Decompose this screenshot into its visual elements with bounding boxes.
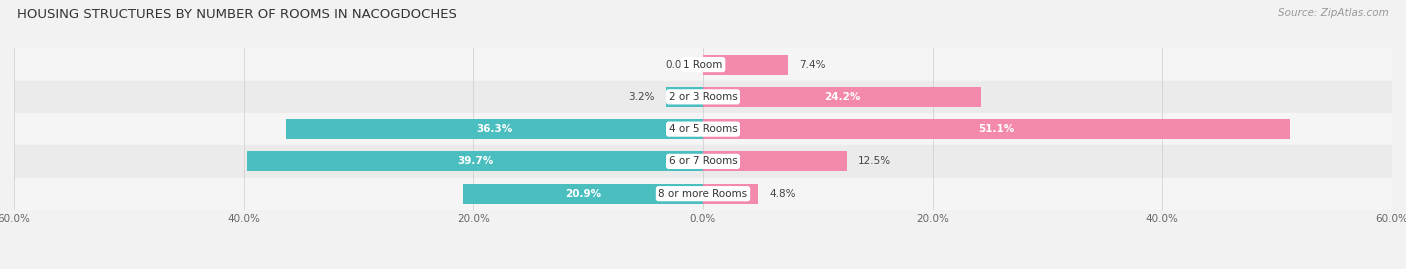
Bar	[703, 151, 846, 171]
Text: 8 or more Rooms: 8 or more Rooms	[658, 189, 748, 199]
Bar	[666, 87, 703, 107]
Text: 4.8%: 4.8%	[769, 189, 796, 199]
Text: Source: ZipAtlas.com: Source: ZipAtlas.com	[1278, 8, 1389, 18]
Text: 36.3%: 36.3%	[477, 124, 513, 134]
Bar	[703, 55, 787, 75]
Bar	[14, 81, 1392, 113]
Text: 4 or 5 Rooms: 4 or 5 Rooms	[669, 124, 737, 134]
Bar	[463, 184, 703, 204]
Bar	[14, 178, 1392, 210]
Text: 6 or 7 Rooms: 6 or 7 Rooms	[669, 156, 737, 167]
Text: 39.7%: 39.7%	[457, 156, 494, 167]
Text: 1 Room: 1 Room	[683, 59, 723, 70]
Text: 12.5%: 12.5%	[858, 156, 891, 167]
Bar	[14, 113, 1392, 145]
Bar	[247, 151, 703, 171]
Bar	[703, 87, 981, 107]
Text: 7.4%: 7.4%	[800, 59, 825, 70]
Text: 24.2%: 24.2%	[824, 92, 860, 102]
Bar	[14, 48, 1392, 81]
Text: 0.0%: 0.0%	[665, 59, 692, 70]
Text: 51.1%: 51.1%	[979, 124, 1015, 134]
Bar	[703, 119, 1289, 139]
Text: HOUSING STRUCTURES BY NUMBER OF ROOMS IN NACOGDOCHES: HOUSING STRUCTURES BY NUMBER OF ROOMS IN…	[17, 8, 457, 21]
Bar	[287, 119, 703, 139]
Text: 2 or 3 Rooms: 2 or 3 Rooms	[669, 92, 737, 102]
Bar	[703, 184, 758, 204]
Text: 3.2%: 3.2%	[628, 92, 655, 102]
Text: 20.9%: 20.9%	[565, 189, 602, 199]
Bar	[14, 145, 1392, 178]
